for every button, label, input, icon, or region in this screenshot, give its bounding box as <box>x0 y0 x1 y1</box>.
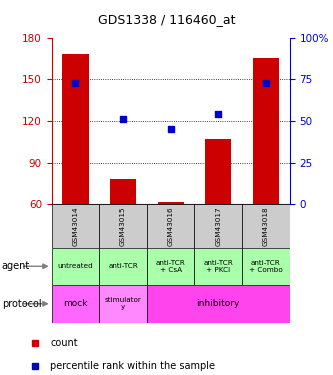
Point <box>73 80 78 86</box>
Text: protocol: protocol <box>2 299 41 309</box>
Bar <box>242 204 290 248</box>
Bar <box>52 204 99 248</box>
Text: GSM43017: GSM43017 <box>215 206 221 246</box>
Text: inhibitory: inhibitory <box>196 299 240 308</box>
Text: agent: agent <box>2 261 30 271</box>
Bar <box>147 248 194 285</box>
Point <box>121 116 126 122</box>
Point <box>168 126 173 132</box>
Text: GDS1338 / 116460_at: GDS1338 / 116460_at <box>98 13 235 26</box>
Bar <box>205 139 231 204</box>
Bar <box>52 285 99 322</box>
Text: anti-TCR
+ CsA: anti-TCR + CsA <box>156 260 185 273</box>
Text: mock: mock <box>63 299 88 308</box>
Text: GSM43014: GSM43014 <box>72 206 79 246</box>
Text: GSM43015: GSM43015 <box>120 206 126 246</box>
Bar <box>194 204 242 248</box>
Text: percentile rank within the sample: percentile rank within the sample <box>50 361 215 371</box>
Text: anti-TCR
+ PKCi: anti-TCR + PKCi <box>203 260 233 273</box>
Bar <box>52 248 99 285</box>
Text: GSM43018: GSM43018 <box>263 206 269 246</box>
Text: GSM43016: GSM43016 <box>167 206 174 246</box>
Bar <box>147 204 194 248</box>
Bar <box>147 285 290 322</box>
Text: untreated: untreated <box>58 263 93 269</box>
Point <box>216 111 221 117</box>
Text: count: count <box>50 338 78 348</box>
Point <box>263 80 268 86</box>
Bar <box>110 179 136 204</box>
Bar <box>62 54 89 204</box>
Text: anti-TCR
+ Combo: anti-TCR + Combo <box>249 260 283 273</box>
Bar <box>253 58 279 204</box>
Bar <box>99 285 147 322</box>
Bar <box>242 248 290 285</box>
Bar <box>158 202 184 204</box>
Bar <box>99 248 147 285</box>
Bar <box>99 204 147 248</box>
Bar <box>194 248 242 285</box>
Text: anti-TCR: anti-TCR <box>108 263 138 269</box>
Text: stimulator
y: stimulator y <box>105 297 142 310</box>
